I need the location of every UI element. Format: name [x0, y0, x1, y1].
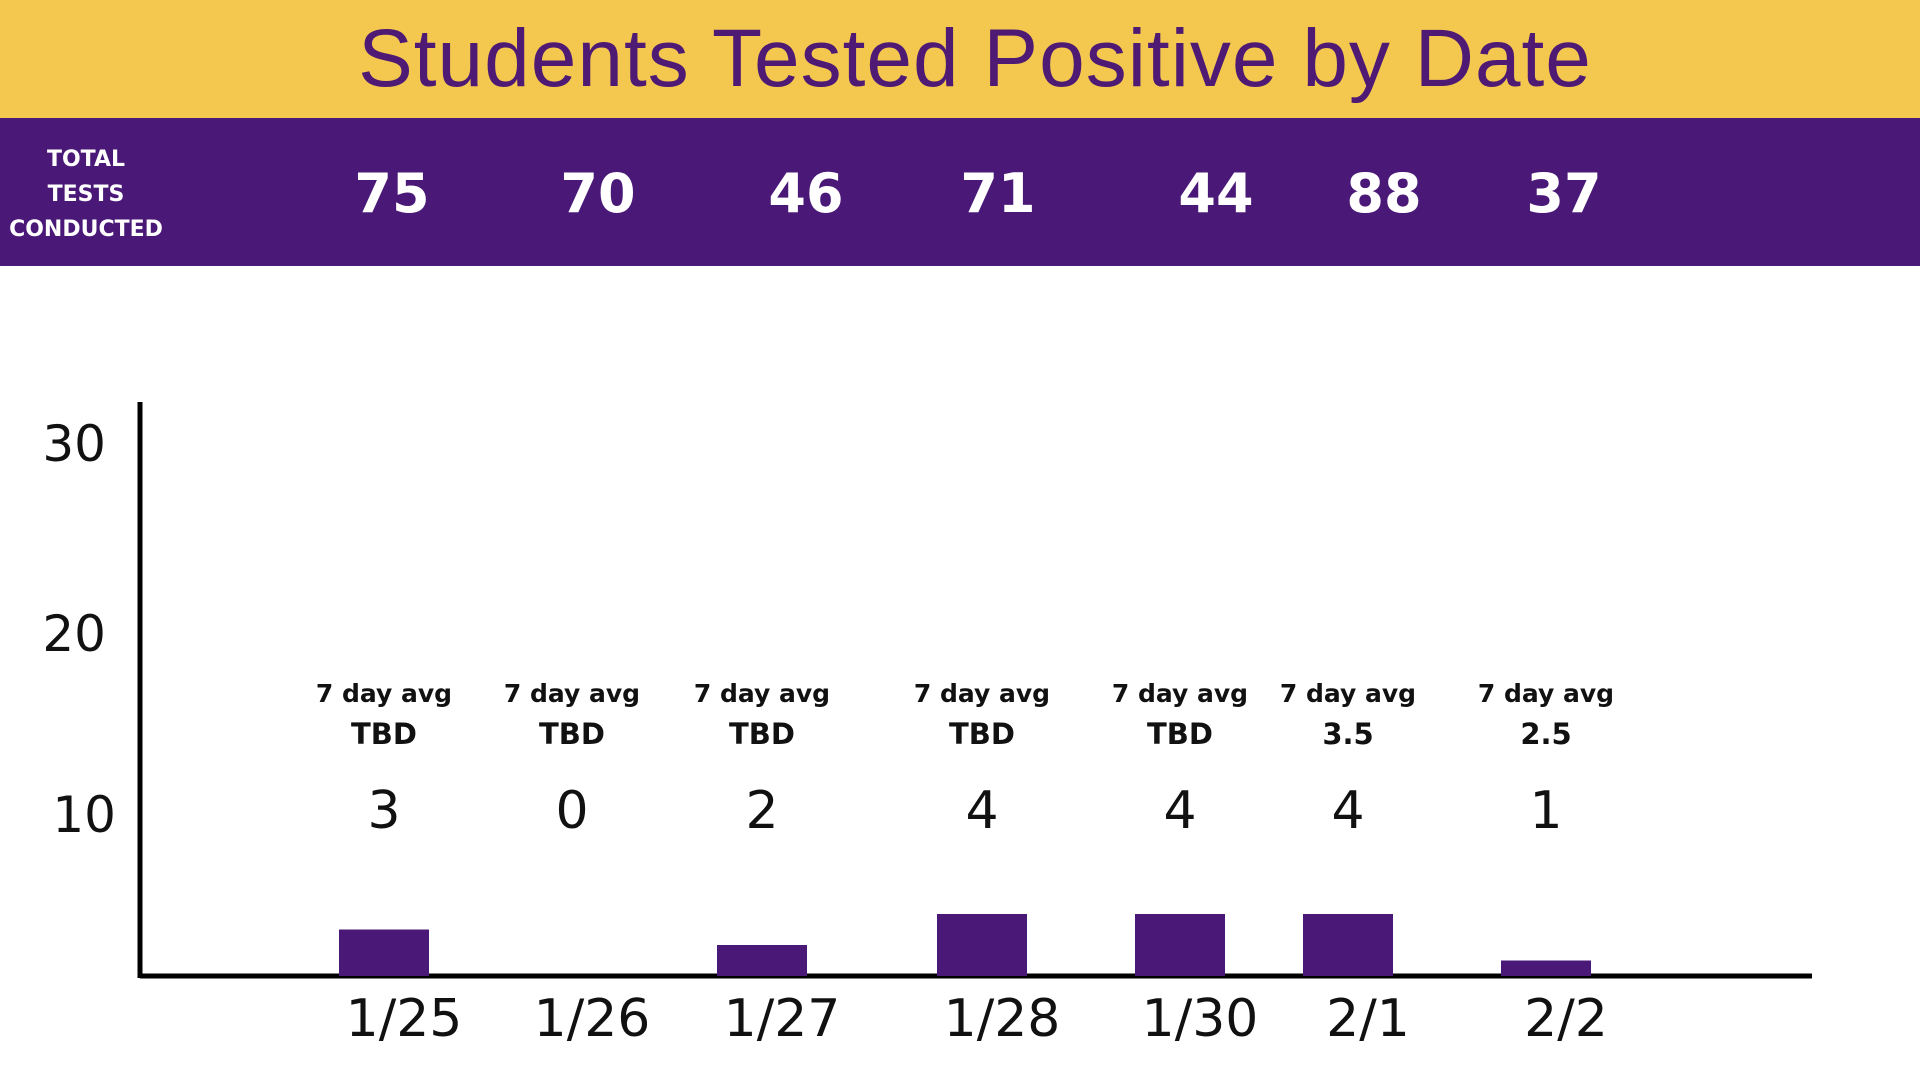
seven-day-avg-value: TBD	[539, 717, 605, 751]
seven-day-avg-label: 7 day avg	[694, 679, 830, 708]
total-tests-value: 44	[1178, 162, 1254, 225]
seven-day-avg-value: TBD	[1147, 717, 1213, 751]
total-tests-value: 71	[960, 162, 1036, 225]
total-tests-value: 46	[768, 162, 844, 225]
seven-day-avg-label: 7 day avg	[504, 679, 640, 708]
seven-day-avg-label: 7 day avg	[1112, 679, 1248, 708]
total-tests-label-line: TESTS	[47, 182, 125, 207]
seven-day-avg-label: 7 day avg	[1478, 679, 1614, 708]
seven-day-avg-label: 7 day avg	[914, 679, 1050, 708]
seven-day-avg-value: TBD	[729, 717, 795, 751]
data-label: 2	[745, 781, 778, 841]
data-label: 1	[1529, 781, 1562, 841]
x-tick-label: 2/1	[1326, 989, 1410, 1049]
bar	[1303, 914, 1393, 976]
bars	[339, 914, 1591, 976]
bar	[937, 914, 1027, 976]
total-tests-band: TOTAL TESTS CONDUCTED 75 70 46 71 44 88 …	[0, 118, 1920, 266]
seven-day-avg-value: 2.5	[1520, 717, 1571, 751]
data-label: 4	[965, 781, 998, 841]
total-tests-value: 88	[1346, 162, 1422, 225]
total-tests-label-line: CONDUCTED	[9, 217, 163, 242]
bar	[1501, 960, 1591, 976]
total-tests-label: TOTAL TESTS CONDUCTED	[0, 142, 172, 247]
page-title: Students Tested Positive by Date	[358, 13, 1592, 104]
bar-labels: 1/25 3 7 day avg TBD 1/26 0 7 day avg TBD 1/27 2 7…	[316, 679, 1614, 1049]
title-bar: Students Tested Positive by Date	[0, 0, 1920, 118]
x-tick-label: 1/27	[724, 989, 841, 1049]
data-label: 4	[1163, 781, 1196, 841]
y-tick-labels: 10 20 30	[42, 415, 116, 844]
seven-day-avg-value: TBD	[351, 717, 417, 751]
seven-day-avg-value: TBD	[949, 717, 1015, 751]
bar	[1135, 914, 1225, 976]
total-tests-value: 75	[354, 162, 430, 225]
x-tick-label: 2/2	[1524, 989, 1608, 1049]
x-tick-label: 1/30	[1142, 989, 1259, 1049]
seven-day-avg-label: 7 day avg	[1280, 679, 1416, 708]
x-tick-label: 1/26	[534, 989, 651, 1049]
bar	[339, 929, 429, 976]
total-tests-label-line: TOTAL	[46, 147, 126, 172]
data-label: 0	[555, 781, 588, 841]
total-tests-value: 70	[560, 162, 636, 225]
y-tick-label: 10	[52, 786, 116, 844]
data-label: 3	[367, 781, 400, 841]
total-tests-value: 37	[1526, 162, 1602, 225]
x-tick-label: 1/25	[346, 989, 463, 1049]
x-tick-label: 1/28	[944, 989, 1061, 1049]
bar	[717, 945, 807, 976]
y-tick-label: 20	[42, 605, 106, 663]
seven-day-avg-label: 7 day avg	[316, 679, 452, 708]
data-label: 4	[1331, 781, 1364, 841]
y-tick-label: 30	[42, 415, 106, 473]
seven-day-avg-value: 3.5	[1322, 717, 1373, 751]
